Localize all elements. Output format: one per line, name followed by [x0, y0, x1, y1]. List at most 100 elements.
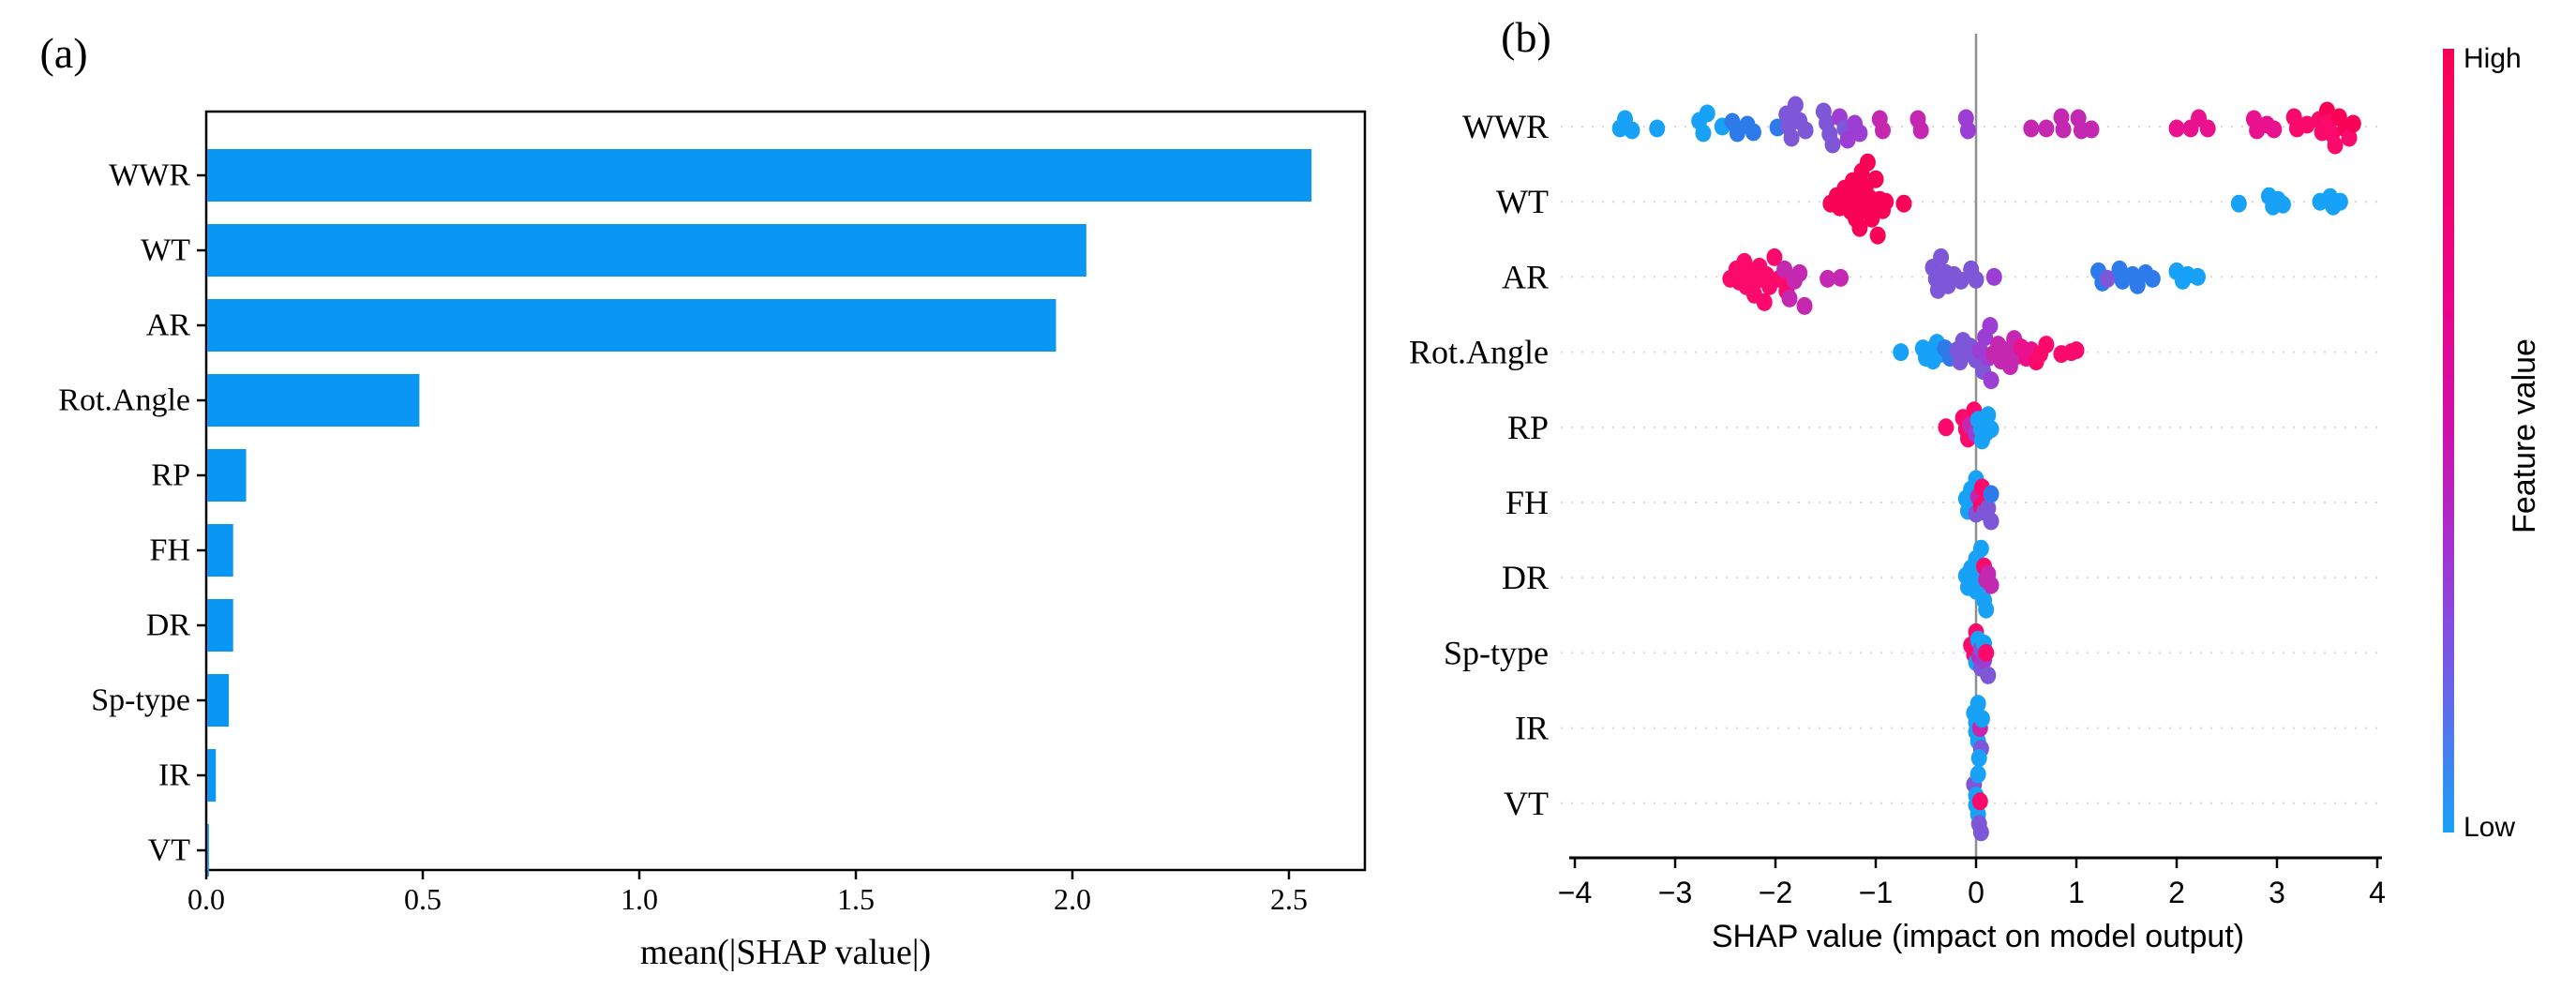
panel-b-x-axis: −4 −3 −2 −1 0 1 2 3 4 — [1558, 856, 2386, 909]
feature-label-b-Sp-type: Sp-type — [1444, 634, 1549, 671]
data-point — [2144, 269, 2161, 288]
panel-b-xlabel: SHAP value (impact on model output) — [1712, 919, 2244, 954]
x-tick-label-b--1: −1 — [1859, 876, 1893, 909]
data-point — [1980, 406, 1997, 425]
data-point — [2331, 192, 2348, 211]
data-point — [1781, 289, 1798, 308]
data-point — [1893, 343, 1910, 362]
panel-a-plot-box — [204, 110, 1367, 872]
feature-label-b-Rot.Angle: Rot.Angle — [1409, 334, 1549, 371]
feature-label-b-IR: IR — [1515, 710, 1549, 747]
data-point — [1983, 576, 1999, 594]
data-point — [1624, 121, 1640, 140]
feature-label-a-RP: RP — [151, 458, 190, 493]
x-tick-label-a-2.5: 2.5 — [1270, 882, 1308, 916]
data-point — [1874, 121, 1891, 140]
feature-label-a-FH: FH — [150, 533, 190, 568]
panel-a-feature-labels: WWR WT AR Rot.Angle RP FH DR Sp-type IR VT — [58, 158, 206, 868]
data-point — [1783, 128, 1800, 147]
data-point — [1912, 121, 1929, 140]
data-point — [1839, 130, 1856, 149]
panel-a-border — [204, 110, 1367, 872]
data-point — [1787, 96, 1804, 114]
data-point — [2344, 114, 2361, 133]
x-tick-label-b-4: 4 — [2369, 876, 2386, 909]
feature-label-b-VT: VT — [1504, 785, 1549, 822]
data-point — [1820, 269, 1836, 288]
data-point — [1959, 121, 1976, 140]
bar-AR — [207, 299, 1056, 352]
feature-label-b-RP: RP — [1507, 409, 1549, 446]
data-point — [2266, 120, 2283, 139]
data-point — [1969, 765, 1986, 784]
data-point — [1766, 248, 1783, 266]
data-point — [1859, 153, 1876, 172]
data-point — [1971, 792, 1988, 811]
data-point — [1867, 170, 1884, 188]
bar-VT — [207, 824, 209, 877]
bar-WT — [207, 224, 1086, 277]
data-point — [2274, 195, 2291, 214]
feature-label-a-Sp-type: Sp-type — [91, 683, 190, 718]
feature-label-b-FH: FH — [1505, 484, 1549, 521]
data-point — [2068, 341, 2085, 360]
panel-a-x-axis: 0.0 0.5 1.0 1.5 2.0 2.5 — [187, 870, 1308, 916]
bar-Sp-type — [207, 674, 230, 727]
colorbar-axis-label: Feature value — [2507, 338, 2542, 533]
x-tick-label-b-2: 2 — [2168, 876, 2185, 909]
data-point — [1878, 192, 1895, 211]
x-tick-label-b-0: 0 — [1968, 876, 1984, 909]
beeswarm-row-FH — [1957, 470, 1999, 531]
feature-label-a-WT: WT — [141, 233, 190, 268]
data-point — [1824, 135, 1841, 154]
data-point — [1938, 418, 1954, 437]
feature-label-a-IR: IR — [158, 758, 190, 793]
data-point — [1791, 263, 1808, 282]
data-point — [1972, 823, 1989, 842]
data-point — [1953, 271, 1969, 290]
colorbar-high-label: High — [2464, 43, 2522, 74]
data-point — [1983, 512, 1999, 531]
bar-WWR — [207, 149, 1312, 202]
data-point — [2055, 120, 2072, 139]
data-point — [1797, 121, 1814, 140]
feature-label-a-DR: DR — [146, 608, 191, 643]
data-point — [1985, 267, 2002, 286]
panel-b-title: (b) — [1501, 13, 1551, 61]
data-point — [1978, 600, 1995, 619]
data-point — [1869, 226, 1886, 245]
feature-label-b-AR: AR — [1502, 258, 1549, 295]
data-point — [2023, 119, 2040, 138]
data-point — [2083, 120, 2100, 139]
data-point — [1982, 317, 1999, 336]
data-point — [2327, 136, 2344, 155]
feature-label-a-VT: VT — [148, 833, 191, 868]
feature-label-a-WWR: WWR — [109, 158, 190, 193]
data-point — [2099, 269, 2116, 288]
feature-value-colorbar — [2443, 49, 2454, 832]
beeswarm-row-WWR — [1611, 96, 2361, 155]
x-tick-label-b--4: −4 — [1558, 876, 1592, 909]
data-point — [1969, 695, 1986, 713]
data-point — [1933, 248, 1950, 266]
data-point — [2230, 194, 2247, 213]
data-point — [1968, 270, 1984, 289]
feature-label-b-WWR: WWR — [1462, 108, 1549, 145]
data-point — [2038, 119, 2055, 138]
beeswarm-row-DR — [1957, 539, 1999, 619]
bar-Rot.Angle — [207, 374, 420, 427]
beeswarm-row-RP — [1938, 401, 1999, 450]
data-point — [1983, 485, 1999, 503]
feature-label-a-AR: AR — [146, 308, 191, 343]
data-point — [1756, 292, 1773, 311]
beeswarm-row-IR — [1966, 695, 1990, 768]
data-point — [2299, 115, 2315, 134]
data-point — [1745, 123, 1761, 142]
data-point — [1983, 420, 1999, 439]
data-point — [1973, 710, 1990, 728]
panel-a-xlabel: mean(|SHAP value|) — [640, 933, 931, 972]
feature-label-b-DR: DR — [1502, 559, 1549, 596]
x-tick-label-a-0.5: 0.5 — [404, 882, 442, 916]
